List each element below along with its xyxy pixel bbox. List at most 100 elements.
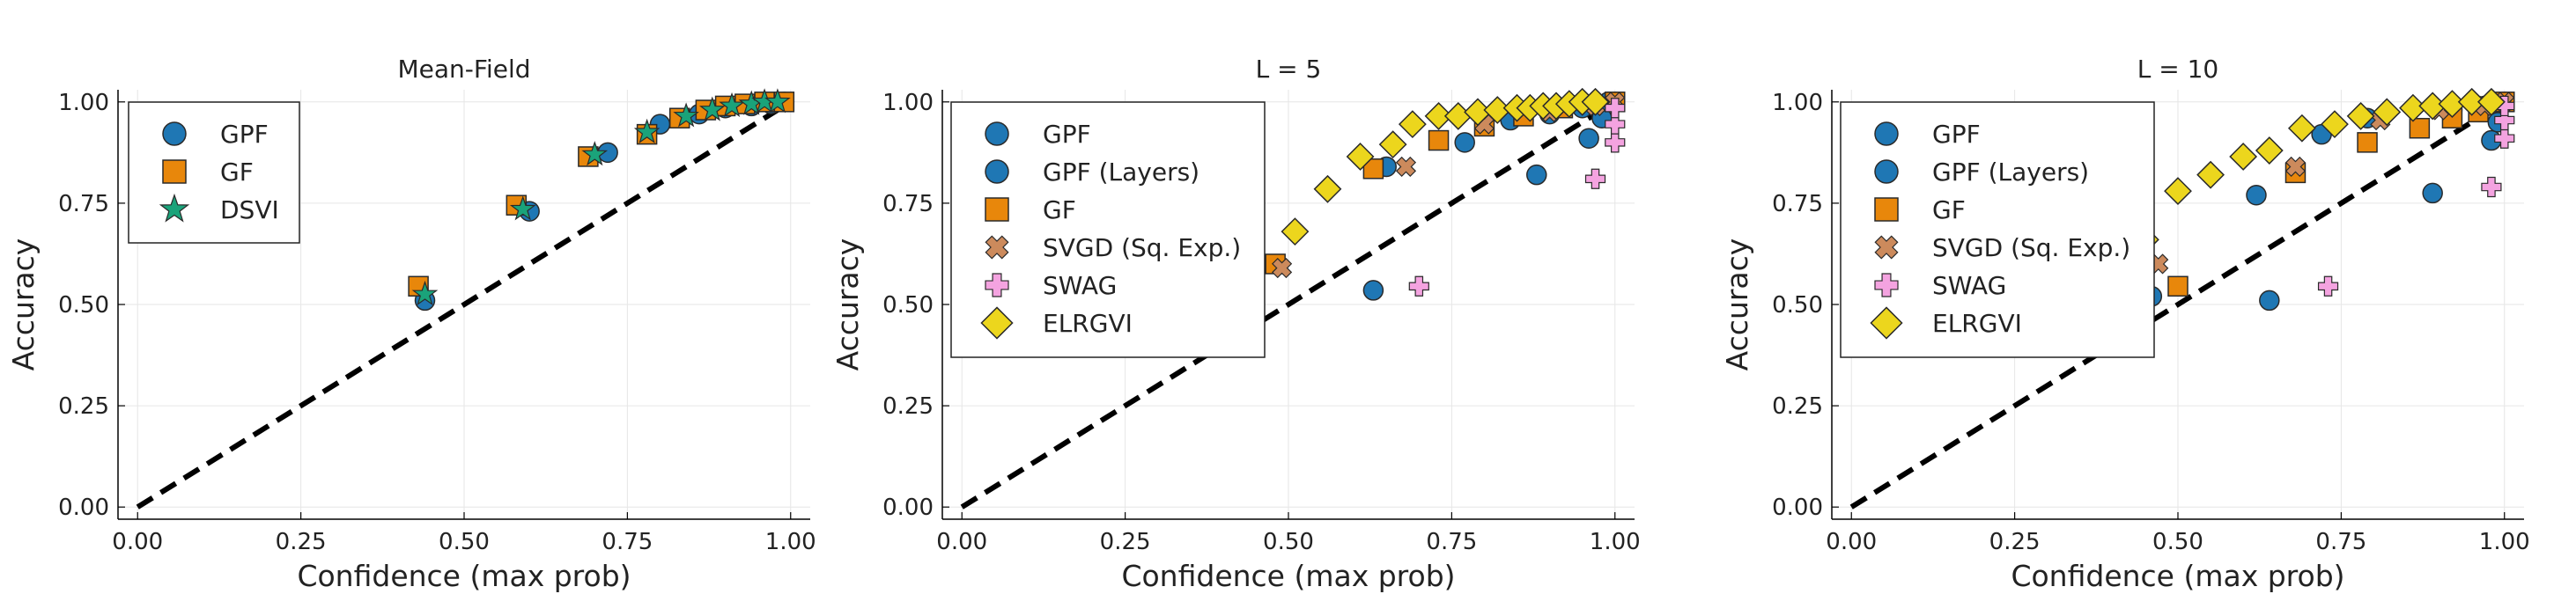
legend-label-gpf: GPF xyxy=(1043,120,1091,149)
data-point-elrgvi xyxy=(2346,102,2375,130)
data-point-swag xyxy=(2494,128,2515,149)
x-tick-label: 0.75 xyxy=(1426,529,1477,555)
panel-title: Mean-Field xyxy=(397,55,530,84)
diagonal-reference-line xyxy=(1849,99,2506,510)
data-point-elrgvi xyxy=(1443,102,1473,130)
data-point-swag xyxy=(2481,176,2502,198)
y-axis-label: Accuracy xyxy=(830,238,865,371)
data-point-dsvi xyxy=(581,141,609,166)
x-tick-label: 1.00 xyxy=(1590,529,1641,555)
y-tick-label: 0.75 xyxy=(58,191,109,217)
y-tick-label: 0.25 xyxy=(58,393,109,420)
legend-label-gpf-layers: GPF (Layers) xyxy=(1043,158,1199,187)
x-tick-label: 1.00 xyxy=(765,529,816,555)
data-point-elrgvi xyxy=(2373,98,2402,127)
data-point-dsvi xyxy=(673,102,699,128)
data-point-gpf xyxy=(1526,164,1547,186)
series-elrgvi xyxy=(2131,87,2506,254)
legend: GPF GPF (Layers) GF SVGD (Sq. Exp.) SWAG ELRG… xyxy=(950,101,1266,358)
legend-label-elrgvi: ELRGVI xyxy=(1932,309,2022,338)
legend-marker-gpf-layers xyxy=(1874,159,1899,184)
legend-marker-gf xyxy=(162,159,187,184)
x-tick-label: 0.00 xyxy=(112,529,163,555)
panel-l-10: 0.000.00 0.25 0.25 0.50 0.50 0.75 0.75 1.00 1.00… xyxy=(1720,55,2530,593)
y-tick-label: 0.50 xyxy=(58,292,109,319)
data-point-gpf xyxy=(1362,280,1384,301)
legend-marker-swag xyxy=(985,273,1009,297)
y-tick-label: 0.25 xyxy=(1772,393,1823,420)
data-point-gpf xyxy=(1454,132,1475,153)
y-tick-label: 0.00 xyxy=(882,495,934,521)
legend-label-swag: SWAG xyxy=(1932,271,2006,300)
data-point-elrgvi xyxy=(2287,114,2316,143)
data-point-elrgvi xyxy=(1313,174,1342,203)
legend-label-gpf: GPF xyxy=(220,120,269,149)
data-point-elrgvi xyxy=(1346,143,1375,171)
legend-label-svgd-sq-exp: SVGD (Sq. Exp.) xyxy=(1043,233,1241,262)
data-point-elrgvi xyxy=(1424,102,1453,130)
panel-mean-field: 0.000.00 0.25 0.25 0.50 0.50 0.75 0.75 1.00 1.00… xyxy=(6,55,816,593)
data-point-elrgvi xyxy=(2321,110,2349,139)
legend-marker-swag xyxy=(1874,273,1899,297)
panel-title: L = 5 xyxy=(1256,55,1322,84)
legend-label-gf: GF xyxy=(220,158,254,187)
x-axis-label: Confidence (max prob) xyxy=(297,559,631,593)
data-point-gpf xyxy=(2422,182,2443,204)
data-point-gf xyxy=(2167,275,2188,297)
data-point-elrgvi xyxy=(2477,87,2506,116)
y-tick-label: 0.25 xyxy=(882,393,934,420)
x-tick-label: 0.75 xyxy=(602,529,653,555)
data-point-svgd-sq-exp xyxy=(1395,156,1417,178)
panel-l-5: 0.000.00 0.25 0.25 0.50 0.50 0.75 0.75 1.00 1.00… xyxy=(830,55,1641,593)
y-tick-label: 0.75 xyxy=(1772,191,1823,217)
diagonal-reference-line xyxy=(136,99,793,510)
diagonal-reference-line xyxy=(960,99,1617,510)
data-point-gf xyxy=(1428,129,1450,151)
data-point-elrgvi xyxy=(2457,87,2486,116)
data-point-swag xyxy=(1584,168,1606,189)
legend-marker-elrgvi xyxy=(1870,306,1903,340)
data-point-elrgvi xyxy=(1281,217,1310,246)
data-point-svgd-sq-exp xyxy=(1271,257,1293,279)
legend: GPF GF DSVI xyxy=(128,101,300,244)
data-point-elrgvi xyxy=(1378,130,1407,159)
data-point-dsvi xyxy=(411,280,439,306)
data-layer xyxy=(136,88,795,510)
data-point-swag xyxy=(2494,109,2515,131)
series-swag xyxy=(1408,98,1626,297)
data-point-elrgvi xyxy=(1398,110,1427,139)
data-point-gpf xyxy=(2259,290,2280,312)
y-tick-label: 0.50 xyxy=(882,292,934,319)
x-tick-label: 0.00 xyxy=(1826,529,1877,555)
data-point-swag xyxy=(2317,275,2339,297)
y-axis-label: Accuracy xyxy=(6,238,41,371)
legend: GPF GPF (Layers) GF SVGD (Sq. Exp.) SWAG ELRG… xyxy=(1840,101,2155,358)
legend-marker-gpf-layers xyxy=(985,159,1009,184)
y-tick-label: 0.50 xyxy=(1772,292,1823,319)
x-tick-label: 0.00 xyxy=(936,529,987,555)
data-point-gf xyxy=(2357,132,2378,153)
legend-marker-gf xyxy=(1874,197,1899,222)
data-point-dsvi xyxy=(509,195,536,221)
data-point-swag xyxy=(1605,132,1626,153)
x-axis-label: Confidence (max prob) xyxy=(2011,559,2344,593)
legend-label-svgd-sq-exp: SVGD (Sq. Exp.) xyxy=(1932,233,2130,262)
x-tick-label: 0.75 xyxy=(2315,529,2366,555)
y-tick-label: 1.00 xyxy=(58,90,109,116)
data-point-gf xyxy=(1362,158,1384,180)
legend-marker-gpf xyxy=(162,121,187,146)
legend-marker-elrgvi xyxy=(980,306,1014,340)
series-gpf xyxy=(414,92,795,312)
legend-label-swag: SWAG xyxy=(1043,271,1117,300)
y-tick-label: 0.00 xyxy=(58,495,109,521)
series-gf xyxy=(408,92,795,297)
y-axis-label: Accuracy xyxy=(1720,238,1754,371)
legend-marker-gpf xyxy=(1874,121,1899,146)
data-point-elrgvi xyxy=(2164,177,2192,206)
legend-marker-svgd-sq-exp xyxy=(985,235,1009,260)
data-point-gpf xyxy=(1578,128,1599,149)
legend-label-gpf: GPF xyxy=(1932,120,1981,149)
x-tick-label: 0.50 xyxy=(2152,529,2203,555)
data-point-dsvi xyxy=(764,88,791,114)
